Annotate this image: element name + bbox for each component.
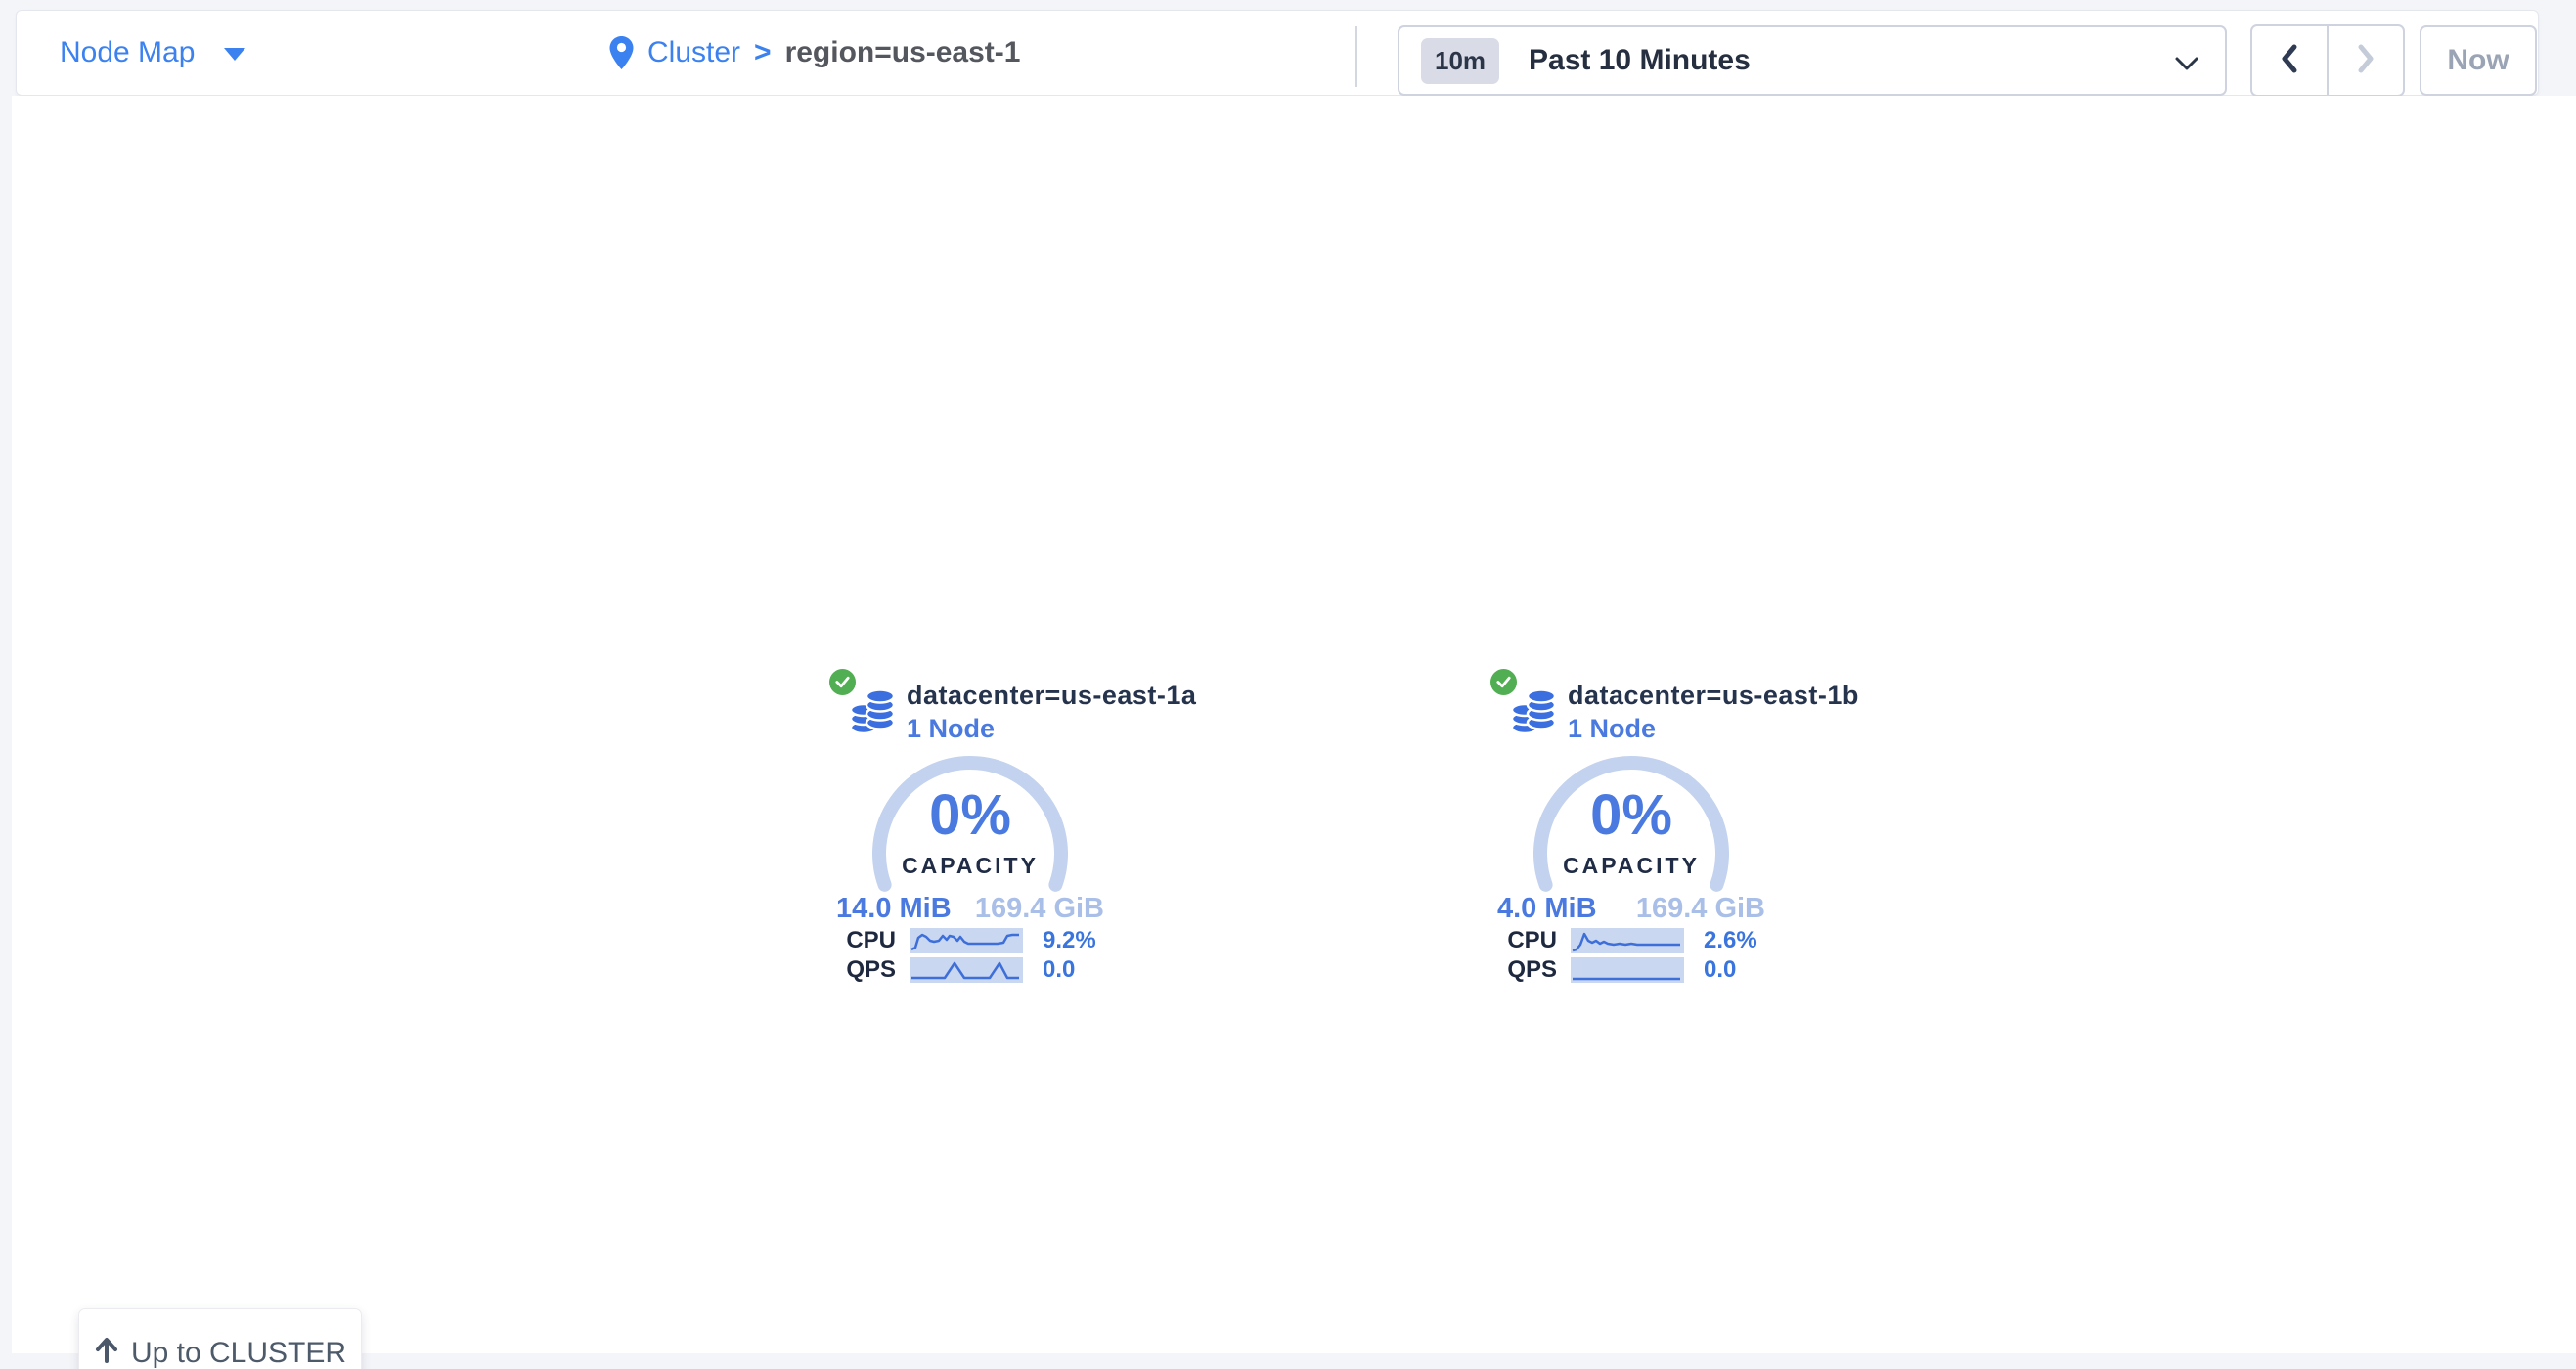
qps-value: 0.0 [1704,956,1737,983]
time-stepper [2250,24,2405,97]
location-pin-icon [609,36,634,69]
capacity-total: 169.4 GiB [974,893,1104,924]
breadcrumb-cluster-link[interactable]: Cluster [647,36,741,68]
up-to-cluster-label: Up to CLUSTER [130,1337,347,1369]
now-button[interactable]: Now [2420,25,2537,96]
healthy-status-badge [829,669,856,695]
time-window-select[interactable]: 10m Past 10 Minutes [1398,25,2227,96]
time-window-badge: 10m [1421,37,1500,84]
breadcrumb-current-location: region=us-east-1 [784,36,1021,68]
chevron-right-icon [2356,43,2376,79]
qps-label: QPS [1507,956,1557,983]
cpu-label: CPU [846,927,896,953]
cpu-metric-row: CPU 2.6% [1500,927,1757,954]
qps-value: 0.0 [1043,956,1076,983]
database-stack-icon [849,684,896,740]
top-bar: Node Map Cluster > region=us-east-1 10m … [16,10,2539,97]
capacity-used: 4.0 MiB [1497,893,1597,924]
check-icon [835,676,850,688]
capacity-total: 169.4 GiB [1635,893,1765,924]
capacity-sizes: 14.0 MiB 169.4 GiB [836,893,1104,925]
datacenter-node-count: 1 Node [907,714,996,743]
cpu-metric-row: CPU 9.2% [839,927,1096,954]
cpu-sparkline [910,928,1023,953]
datacenter-node-count: 1 Node [1568,714,1657,743]
caret-down-icon [224,48,246,61]
arrow-up-icon [94,1336,119,1369]
capacity-sizes: 4.0 MiB 169.4 GiB [1497,893,1765,925]
time-window-label: Past 10 Minutes [1529,44,1751,76]
topbar-divider [1355,26,1357,87]
datacenter-title: datacenter=us-east-1b [1568,681,1859,710]
breadcrumb: Cluster > region=us-east-1 [609,11,1020,95]
qps-sparkline [1571,957,1684,983]
cpu-sparkline [1571,928,1684,953]
up-to-cluster-button[interactable]: Up to CLUSTER [78,1308,362,1369]
datacenter-card-us-east-1b[interactable]: datacenter=us-east-1b 1 Node 0% CAPACITY… [1490,665,1858,994]
view-selector-dropdown[interactable]: Node Map [60,11,246,95]
healthy-status-badge [1490,669,1517,695]
datacenter-title: datacenter=us-east-1a [907,681,1197,710]
database-stack-icon [1510,684,1557,740]
capacity-label: CAPACITY [1563,853,1700,878]
time-next-button[interactable] [2329,26,2403,95]
cpu-value: 9.2% [1043,927,1096,953]
qps-metric-row: QPS 0.0 [839,956,1075,984]
chevron-left-icon [2280,43,2299,79]
capacity-percent: 0% [929,783,1011,847]
breadcrumb-separator: > [754,36,772,68]
time-prev-button[interactable] [2252,26,2329,95]
datacenter-card-us-east-1a[interactable]: datacenter=us-east-1a 1 Node 0% CAPACITY… [829,665,1196,994]
qps-label: QPS [846,956,896,983]
capacity-label: CAPACITY [902,853,1039,878]
capacity-used: 14.0 MiB [836,893,952,924]
cpu-value: 2.6% [1704,927,1757,953]
qps-sparkline [910,957,1023,983]
view-selector-label: Node Map [60,36,196,68]
capacity-gauge [1533,756,1729,892]
node-map-canvas: datacenter=us-east-1a 1 Node 0% CAPACITY… [12,96,2576,1369]
capacity-gauge [872,756,1068,892]
cpu-label: CPU [1507,927,1557,953]
check-icon [1496,676,1511,688]
qps-metric-row: QPS 0.0 [1500,956,1736,984]
chevron-down-icon [2174,56,2199,76]
capacity-percent: 0% [1590,783,1672,847]
